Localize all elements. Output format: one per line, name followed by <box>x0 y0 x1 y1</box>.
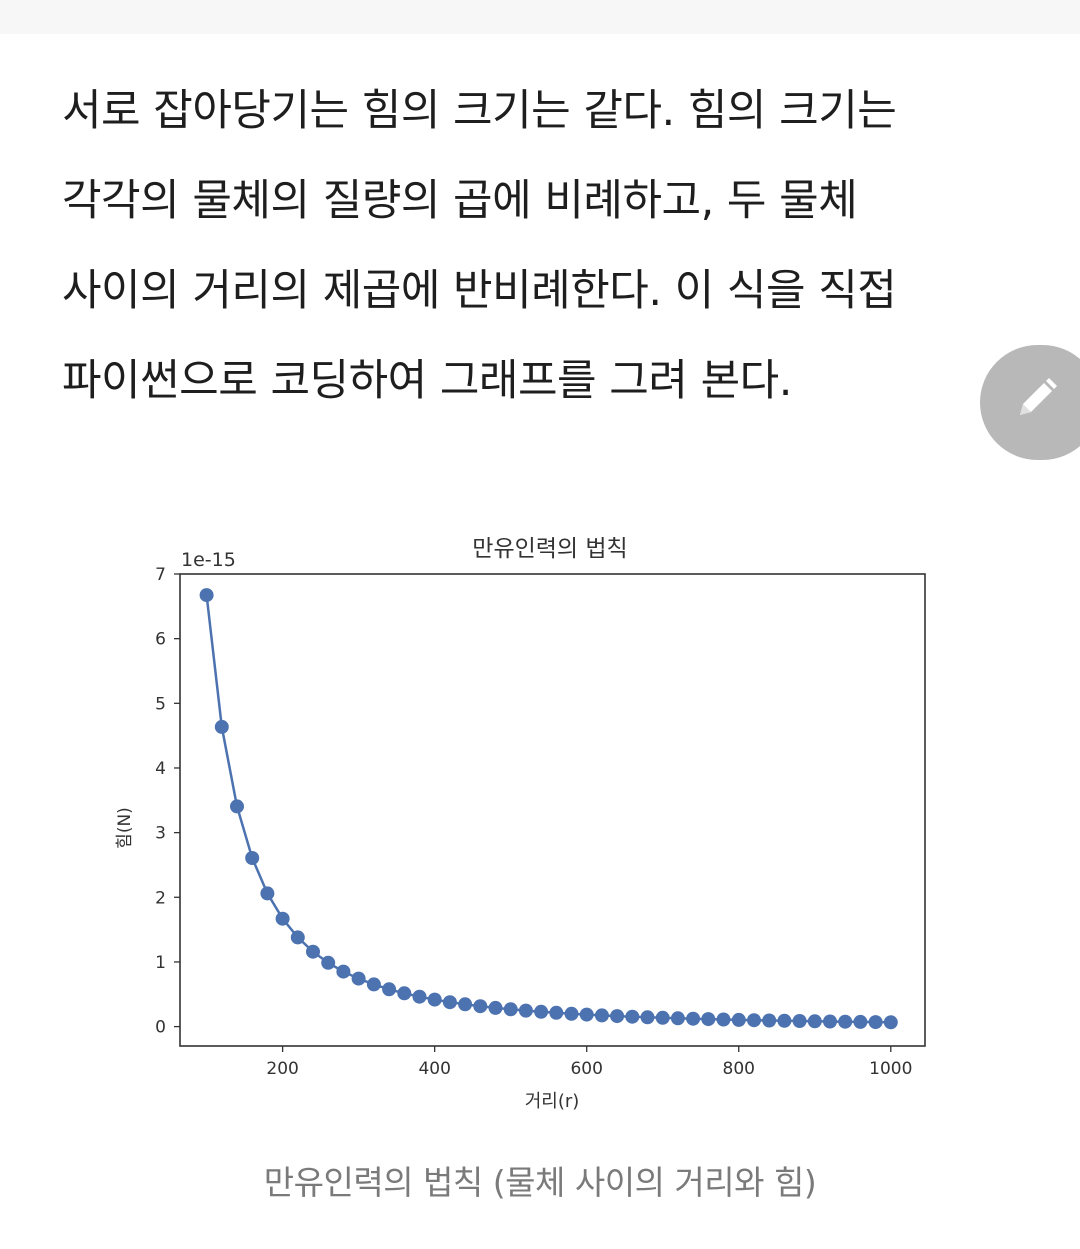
x-tick-label: 400 <box>418 1059 450 1079</box>
article-line: 서로 잡아당기는 힘의 크기는 같다. 힘의 크기는 <box>62 86 897 136</box>
data-point <box>807 1014 822 1029</box>
edit-button[interactable] <box>980 345 1080 460</box>
gravity-chart: 만유인력의 법칙 1e-15 거리(r) 힘(N) 200 400 600 800 10… <box>115 536 926 1112</box>
data-point <box>777 1013 792 1028</box>
data-point <box>397 986 412 1001</box>
y-tick-label: 1 <box>155 953 166 973</box>
data-point <box>610 1009 625 1024</box>
x-tick-label: 600 <box>570 1059 602 1079</box>
data-point <box>579 1007 594 1022</box>
data-point <box>670 1011 685 1026</box>
data-point <box>366 977 381 992</box>
data-point <box>230 799 244 814</box>
data-point <box>382 982 397 997</box>
data-point <box>336 964 351 979</box>
data-point <box>275 911 290 926</box>
series-line <box>205 594 891 1024</box>
data-point <box>883 1015 898 1030</box>
data-point <box>488 1000 503 1015</box>
data-point <box>853 1014 868 1029</box>
data-point <box>762 1013 777 1028</box>
data-point <box>306 944 320 959</box>
article-line: 각각의 물체의 질량의 곱에 비례하고, 두 물체 <box>62 176 858 226</box>
data-point <box>731 1012 746 1027</box>
data-point <box>321 955 336 970</box>
data-point <box>792 1014 807 1028</box>
data-point <box>716 1012 731 1027</box>
data-point <box>412 989 427 1004</box>
y-tick-label: 2 <box>155 888 166 908</box>
y-tick-label: 4 <box>155 759 166 779</box>
data-point <box>686 1011 701 1026</box>
data-point <box>655 1010 670 1025</box>
figure-caption: 만유인력의 법칙 (물체 사이의 거리와 힘) <box>263 1163 817 1202</box>
x-tick-label: 200 <box>266 1059 298 1079</box>
y-axis-label: 힘(N) <box>115 807 135 849</box>
x-tick-label: 1000 <box>869 1059 912 1079</box>
chart-title: 만유인력의 법칙 <box>472 536 627 562</box>
data-point <box>534 1004 549 1019</box>
y-offset-label: 1e-15 <box>181 549 236 571</box>
data-point <box>564 1006 579 1021</box>
series-markers <box>199 588 898 1030</box>
data-point <box>823 1014 837 1029</box>
data-point <box>199 588 214 603</box>
article-paragraph: 서로 잡아당기는 힘의 크기는 같다. 힘의 크기는 각각의 물체의 질량의 곱… <box>62 66 1022 426</box>
data-point <box>838 1014 853 1029</box>
y-tick-label: 6 <box>155 630 166 650</box>
x-tick-label: 800 <box>723 1059 755 1079</box>
data-point <box>701 1012 716 1027</box>
data-point <box>260 886 275 901</box>
article-line: 파이썬으로 코딩하여 그래프를 그려 본다. <box>62 356 792 406</box>
data-point <box>245 851 260 865</box>
x-axis-label: 거리(r) <box>525 1091 580 1112</box>
data-point <box>473 999 488 1014</box>
plot-frame <box>179 573 926 1047</box>
data-point <box>351 971 366 986</box>
data-point <box>290 930 305 945</box>
data-point <box>442 995 457 1010</box>
data-point <box>640 1010 655 1025</box>
data-point <box>594 1008 609 1023</box>
pencil-icon <box>1020 378 1057 415</box>
data-point <box>625 1009 640 1024</box>
data-point <box>868 1015 883 1030</box>
data-point <box>518 1003 533 1018</box>
data-point <box>747 1013 761 1028</box>
y-tick-label: 7 <box>155 565 166 585</box>
y-tick-label: 0 <box>155 1018 166 1038</box>
data-point <box>503 1002 518 1017</box>
top-strip <box>0 0 1080 34</box>
axis-ticks: 200 400 600 800 1000 0 1 2 3 4 5 6 7 <box>155 565 912 1079</box>
y-tick-label: 3 <box>155 824 166 844</box>
data-point <box>214 719 229 734</box>
data-point <box>458 997 473 1012</box>
y-tick-label: 5 <box>155 694 166 714</box>
data-point <box>427 992 442 1007</box>
data-point <box>549 1005 564 1020</box>
article-line: 사이의 거리의 제곱에 반비례한다. 이 식을 직접 <box>62 266 897 316</box>
